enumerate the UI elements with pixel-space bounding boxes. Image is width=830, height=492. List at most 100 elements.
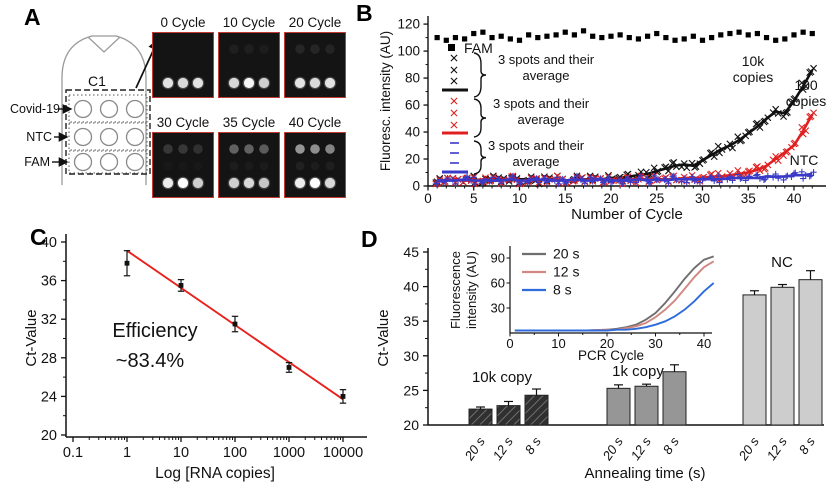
d-y-tick: 25 xyxy=(403,382,419,398)
b-x-tick: 35 xyxy=(741,191,756,206)
d-bar xyxy=(496,405,521,426)
b-annotation-100: copies xyxy=(786,93,826,109)
c-x-axis-label: Log [RNA copies] xyxy=(155,465,275,482)
b-annotation-ntc: NTC xyxy=(790,152,819,168)
chamber-label: C1 xyxy=(88,73,106,89)
chart-b: 0 5 10 15 20 25 30 35 40 0 20 40 60 80 100 120 Number of… xyxy=(378,16,826,223)
d-y-tick: 45 xyxy=(403,244,419,260)
d-bar xyxy=(634,385,659,426)
tube-outline xyxy=(61,35,147,185)
d-inset-y-axis-label: intensity (AU) xyxy=(464,251,479,329)
row-label-ntc: NTC xyxy=(26,130,52,144)
b-legend-text: 3 spots and their xyxy=(488,138,585,153)
cycle-image-label: 10 Cycle xyxy=(222,15,276,30)
d-inset-curve-20-s xyxy=(514,255,715,332)
panel-c-label: C xyxy=(30,224,47,250)
chart-c: 0.1 1 10 100 1000 10000 20 24 28 32 36 40 Log [RNA c… xyxy=(23,234,367,482)
c-y-tick: 20 xyxy=(41,428,57,444)
b-series-fam xyxy=(434,28,815,43)
d-group-label: 10k copy xyxy=(472,369,533,386)
b-annotation-10k: 10k xyxy=(742,53,766,69)
d-bar-label: 20 s xyxy=(461,434,488,464)
d-inset-x-tick: 0 xyxy=(506,336,513,351)
d-y-axis-label: Ct-Value xyxy=(375,309,392,366)
row-box-fam xyxy=(68,150,148,174)
d-inset-chart: 0 10 20 30 40 30 60 90 PCR Cycle Fluorescence inte… xyxy=(448,246,715,363)
d-bar-label: 12 s xyxy=(764,434,791,463)
d-bar xyxy=(662,371,687,426)
c-y-axis-label: Ct-Value xyxy=(23,309,40,366)
cycle-fluorescence-image xyxy=(152,32,214,98)
b-y-tick: 80 xyxy=(405,71,420,86)
d-inset-curve-8-s xyxy=(514,282,715,332)
cycle-image-label: 0 Cycle xyxy=(160,15,206,30)
d-inset-x-tick: 30 xyxy=(648,336,662,351)
tube-notch xyxy=(87,36,121,53)
b-legend-text: average xyxy=(513,154,560,169)
d-inset-legend-label: 12 s xyxy=(553,264,579,280)
d-bar xyxy=(798,279,823,426)
cycle-fluorescence-image xyxy=(284,32,346,98)
b-y-tick: 60 xyxy=(405,98,420,113)
c-x-tick: 100 xyxy=(223,445,247,461)
d-inset-y-tick: 60 xyxy=(491,276,505,291)
b-y-tick: 40 xyxy=(405,125,420,140)
c-y-tick: 36 xyxy=(41,274,57,290)
b-x-tick: 30 xyxy=(695,191,710,206)
c-x-tick: 10000 xyxy=(323,445,363,461)
panel-d-label: D xyxy=(361,226,378,252)
d-inset-x-tick: 20 xyxy=(600,336,614,351)
d-bar-label: 20 s xyxy=(599,434,626,464)
cycle-fluorescence-image xyxy=(218,132,280,198)
d-bar-label: 8 s xyxy=(796,434,819,457)
b-x-tick: 10 xyxy=(512,191,527,206)
row-label-fam: FAM xyxy=(24,155,50,169)
d-bar xyxy=(468,408,493,426)
d-inset-legend-label: 8 s xyxy=(553,282,572,298)
c-data-points xyxy=(123,250,347,404)
c-x-tick: 1000 xyxy=(273,445,305,461)
c-y-tick: 40 xyxy=(41,235,57,251)
d-bar xyxy=(770,286,795,426)
b-y-tick: 120 xyxy=(397,17,420,32)
b-x-tick: 15 xyxy=(558,191,573,206)
panel-a-label: A xyxy=(24,4,41,30)
cycle-fluorescence-image xyxy=(152,132,214,198)
d-bar-label: 12 s xyxy=(628,434,655,463)
b-legend-text: average xyxy=(523,68,570,83)
cycle-image-label: 20 Cycle xyxy=(288,15,342,30)
d-inset-y-tick: 90 xyxy=(491,251,505,266)
c-y-tick: 24 xyxy=(41,389,57,405)
c-x-tick: 10 xyxy=(173,445,189,461)
chamber-outline xyxy=(65,89,151,175)
b-x-axis-label: Number of Cycle xyxy=(571,206,683,223)
c-annotation: ~83.4% xyxy=(116,350,185,372)
d-bar xyxy=(524,394,549,426)
cycle-image-grid: 0 Cycle 10 Cycle 20 Cycle 30 Cycle 35 Cycle 4… xyxy=(0,0,400,230)
b-annotation-100: 100 xyxy=(794,77,818,93)
b-annotation-10k: copies xyxy=(733,69,773,85)
c-y-tick: 32 xyxy=(41,312,57,328)
d-group-label: NC xyxy=(771,254,793,271)
c-annotation: Efficiency xyxy=(112,320,197,342)
b-legend-text: average xyxy=(518,112,565,127)
b-axes: 0 5 10 15 20 25 30 35 40 0 20 40 60 80 100 120 xyxy=(397,16,826,206)
d-inset-x-axis-label: PCR Cycle xyxy=(578,348,644,363)
row-label-covid19: Covid-19 xyxy=(9,102,60,116)
b-average-line xyxy=(437,172,813,182)
row-box-ntc xyxy=(68,122,148,151)
b-y-tick: 100 xyxy=(397,44,420,59)
d-y-tick: 30 xyxy=(403,348,419,364)
b-y-tick: 0 xyxy=(412,179,420,194)
d-bar-label: 8 s xyxy=(660,434,683,457)
d-bar-label: 8 s xyxy=(522,434,545,457)
d-y-tick: 20 xyxy=(403,417,419,433)
cycle-image-label: 35 Cycle xyxy=(222,115,276,130)
b-legend-text: 3 spots and their xyxy=(498,52,595,67)
b-series-ntc xyxy=(432,168,817,188)
